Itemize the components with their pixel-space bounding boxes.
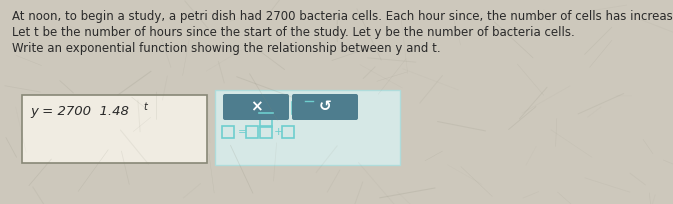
- Text: +: +: [274, 127, 283, 137]
- Bar: [22, 95, 207, 163]
- Bar: [246, 126, 258, 138]
- Text: Write an exponential function showing the relationship between y and t.: Write an exponential function showing th…: [12, 42, 441, 55]
- Bar: [292, 102, 304, 114]
- Bar: [260, 99, 272, 111]
- Bar: [282, 126, 294, 138]
- Text: Let t be the number of hours since the start of the study. Let y be the number o: Let t be the number of hours since the s…: [12, 26, 575, 39]
- Bar: [222, 126, 234, 138]
- Bar: [305, 102, 313, 110]
- Text: =: =: [238, 127, 248, 137]
- Bar: [260, 115, 272, 127]
- Bar: [260, 126, 272, 138]
- Text: t: t: [143, 102, 147, 112]
- Text: ↺: ↺: [318, 100, 331, 114]
- FancyBboxPatch shape: [292, 94, 358, 120]
- FancyBboxPatch shape: [223, 94, 289, 120]
- Bar: [228, 102, 240, 114]
- Bar: [305, 96, 313, 104]
- Bar: [215, 90, 400, 165]
- Text: y = 2700  1.48: y = 2700 1.48: [30, 105, 129, 118]
- Text: At noon, to begin a study, a petri dish had 2700 bacteria cells. Each hour since: At noon, to begin a study, a petri dish …: [12, 10, 673, 23]
- Bar: [241, 97, 249, 105]
- Text: ×: ×: [250, 100, 262, 114]
